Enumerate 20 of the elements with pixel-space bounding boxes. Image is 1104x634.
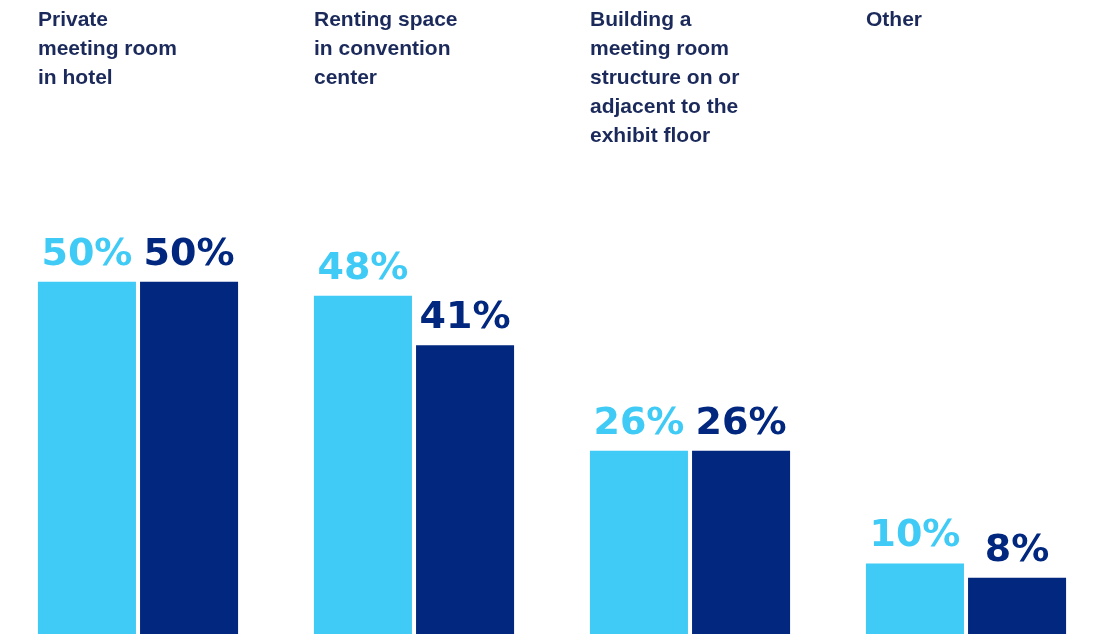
data-label: 8%: [984, 525, 1050, 570]
x-tick-label: Private meeting room in hotel: [38, 6, 178, 90]
bar: [968, 577, 1067, 634]
bar: [37, 281, 136, 634]
data-label: 50%: [41, 229, 133, 274]
bar: [313, 295, 412, 634]
data-label: 41%: [419, 293, 511, 338]
bar: [416, 345, 515, 634]
bar: [865, 563, 964, 634]
data-label: 10%: [869, 511, 961, 556]
x-tick-label: Building a meeting room structure on or adjacent to the exhibit floor: [590, 6, 740, 148]
data-label: 48%: [317, 243, 409, 288]
bar: [692, 450, 791, 634]
data-label: 26%: [593, 398, 685, 443]
x-tick-label: Renting space in convention center: [314, 6, 459, 90]
bar: [589, 450, 688, 634]
data-label: 26%: [695, 398, 787, 443]
x-tick-label: Other: [866, 6, 923, 32]
data-label: 50%: [143, 229, 235, 274]
bar: [140, 281, 239, 634]
